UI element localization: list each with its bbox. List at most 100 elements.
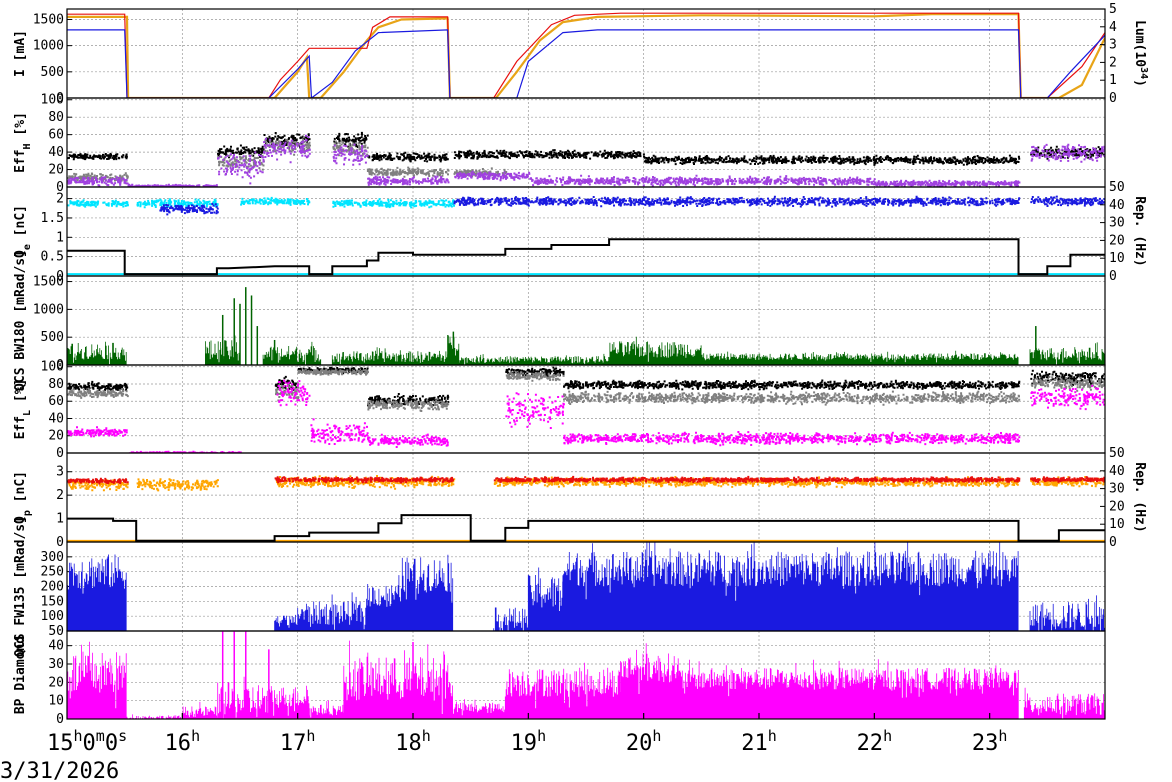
y-axis-label: BP Diamond	[13, 636, 28, 714]
x-tick-hour: 18	[395, 731, 422, 756]
x-tick-label: 23h	[972, 727, 1008, 756]
y2-tick-label: 3	[1109, 38, 1117, 53]
y2-tick-label: 40	[1109, 464, 1125, 479]
y-tick-label: 80	[48, 110, 64, 125]
y-axis-label: EffH [%]	[13, 112, 33, 173]
y-tick-label: 1	[56, 512, 64, 527]
series-points-1	[67, 136, 508, 183]
y-tick-label: 0.5	[41, 250, 64, 265]
panel-1: 0 20 40 60 80 100 EffH [%]	[13, 93, 1106, 195]
panel-7: 0 10 20 30 40 BP Diamond	[13, 630, 1106, 727]
area-fill	[67, 542, 1105, 631]
x-tick-hour: 16	[165, 731, 192, 756]
x-tick-hour: 19	[511, 731, 538, 756]
y-label-sub: L	[22, 410, 33, 416]
y2-tick-label: 5	[1109, 2, 1117, 17]
x-tick-sup: h	[883, 727, 892, 745]
x-tick-sup: h	[306, 727, 315, 745]
x-tick-label: 17h	[280, 727, 316, 756]
y2-tick-label: 0	[1109, 535, 1117, 550]
y-label-tail: [%]	[13, 379, 28, 410]
y2-axis-label: Rep. (Hz)	[1132, 196, 1147, 266]
y2-label-tail: )	[1132, 79, 1147, 87]
y2-axis-label: Rep. (Hz)	[1132, 462, 1147, 532]
y2-tick-label: 0	[1109, 91, 1117, 106]
x-tick-hour: 20	[626, 731, 653, 756]
y-tick-label: 30	[48, 657, 64, 672]
y2-label-main: Lum(10	[1132, 20, 1147, 67]
y2-tick-label: 0	[1109, 269, 1117, 284]
y2-tick-label: 20	[1109, 233, 1125, 248]
y-tick-label: 200	[41, 580, 64, 595]
x-tick-min: 0	[83, 731, 96, 756]
x-tick-label: 19h	[511, 727, 547, 756]
x-tick-hour: 22	[857, 731, 884, 756]
y-tick-label: 1000	[33, 39, 64, 54]
y2-tick-label: 1	[1109, 73, 1117, 88]
x-tick-label: 15h0m0s	[47, 727, 127, 756]
y-label-main: Q	[13, 250, 28, 258]
y2-tick-label: 40	[1109, 198, 1125, 213]
series-points-0	[67, 366, 1105, 407]
y-label-sub: p	[22, 510, 33, 516]
y-tick-label: 250	[41, 565, 64, 580]
series-points-2	[67, 379, 1105, 453]
panel-frame	[66, 452, 1106, 543]
series-points-0	[68, 475, 1105, 492]
y-tick-label: 60	[48, 394, 64, 409]
y2-tick-label: 20	[1109, 499, 1125, 514]
x-tick-sup: h	[768, 727, 777, 745]
y2-tick-label: 50	[1109, 180, 1125, 195]
panel-frame	[66, 97, 1106, 188]
series-line-1	[67, 12, 1105, 98]
y-label-sub: H	[22, 143, 33, 149]
y-axis-label: I [mA]	[13, 30, 28, 77]
y-tick-label: 40	[48, 145, 64, 160]
panel-frame	[66, 8, 1106, 99]
steps-line	[67, 514, 1105, 542]
y-tick-label: 0	[56, 446, 64, 461]
x-tick-label: 21h	[741, 727, 777, 756]
x-tick-sup: m	[96, 727, 105, 745]
y-axis-label: EffL [%]	[13, 379, 33, 440]
y-tick-label: 100	[41, 93, 64, 108]
panel-data	[67, 287, 1105, 365]
panel-data	[67, 131, 1105, 187]
y-tick-label: 1.5	[41, 211, 64, 226]
y2-tick-label: 4	[1109, 20, 1117, 35]
panel-data	[67, 366, 1105, 453]
series-line-2	[67, 29, 1105, 98]
panel-frame	[66, 364, 1106, 454]
y-tick-label: 40	[48, 411, 64, 426]
y-axis-label: Qe [nC]	[13, 205, 33, 258]
x-tick-sup: h	[191, 727, 200, 745]
y-label-tail: [nC]	[13, 205, 28, 244]
y-tick-label: 60	[48, 128, 64, 143]
y-tick-label: 100	[41, 360, 64, 375]
y-label-main: Q	[13, 516, 28, 524]
y-label-main: Eff	[13, 416, 28, 439]
y-tick-label: 1	[56, 230, 64, 245]
y-label-sub: e	[22, 244, 33, 250]
y-tick-label: 10	[48, 694, 64, 709]
y-tick-label: 100	[41, 609, 64, 624]
y2-tick-label: 30	[1109, 482, 1125, 497]
x-tick-sup: h	[74, 727, 83, 745]
x-tick-sup: h	[998, 727, 1007, 745]
x-tick-label: 18h	[395, 727, 431, 756]
y-tick-label: 80	[48, 377, 64, 392]
panel-4: 0 20 40 60 80 100 EffL [%]	[13, 360, 1106, 461]
x-axis: 15h0m0s 16h 17h 18h 19h 20h 21h 22h 23h	[47, 713, 1007, 756]
y-tick-label: 1500	[33, 12, 64, 27]
y-tick-label: 0	[56, 712, 64, 727]
panel-data	[67, 542, 1105, 631]
y-axis-label: QCS BW180 [mRad/s]	[13, 250, 28, 391]
y-tick-label: 0	[56, 358, 64, 373]
y-tick-label: 0	[56, 180, 64, 195]
